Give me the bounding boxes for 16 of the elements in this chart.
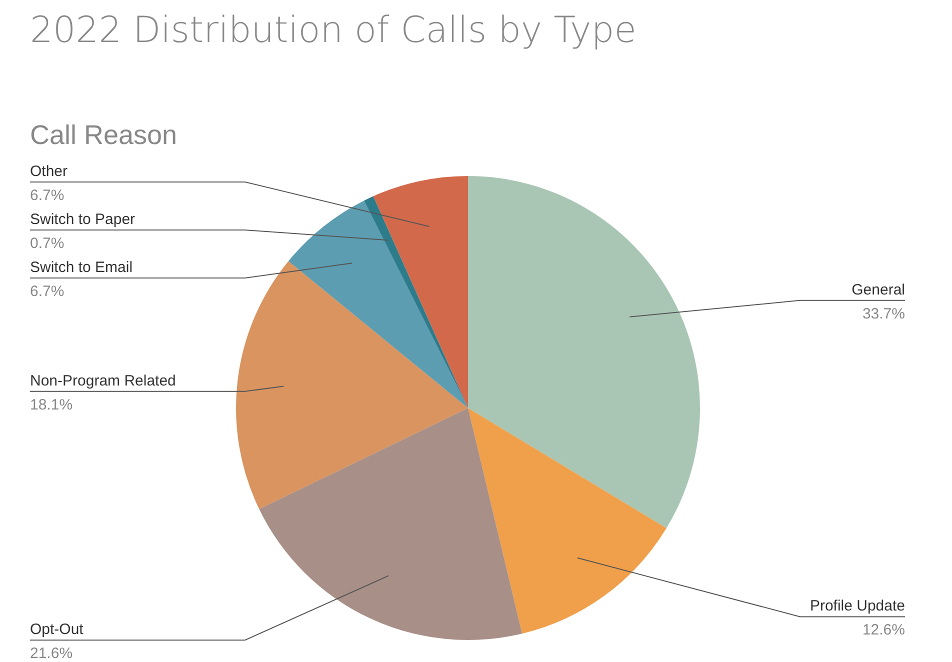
- chart-title: 2022 Distribution of Calls by Type: [30, 10, 636, 51]
- data-label: 12.6%: [862, 622, 905, 639]
- slice-label: Switch to Email: [30, 259, 133, 276]
- data-label: 6.7%: [30, 187, 64, 204]
- data-label: 33.7%: [862, 305, 905, 322]
- data-label: 21.6%: [30, 645, 73, 662]
- slice-label: Profile Update: [810, 598, 905, 615]
- data-label: 6.7%: [30, 283, 64, 300]
- slice-label: Other: [30, 163, 68, 180]
- slice-label: Switch to Paper: [30, 211, 136, 228]
- slice-label: General: [852, 281, 905, 298]
- chart-subtitle: Call Reason: [30, 120, 178, 151]
- slice-label: Non-Program Related: [30, 372, 176, 390]
- data-label: 18.1%: [30, 396, 73, 414]
- data-label: 0.7%: [30, 235, 64, 252]
- slice-label: Opt-Out: [30, 621, 84, 638]
